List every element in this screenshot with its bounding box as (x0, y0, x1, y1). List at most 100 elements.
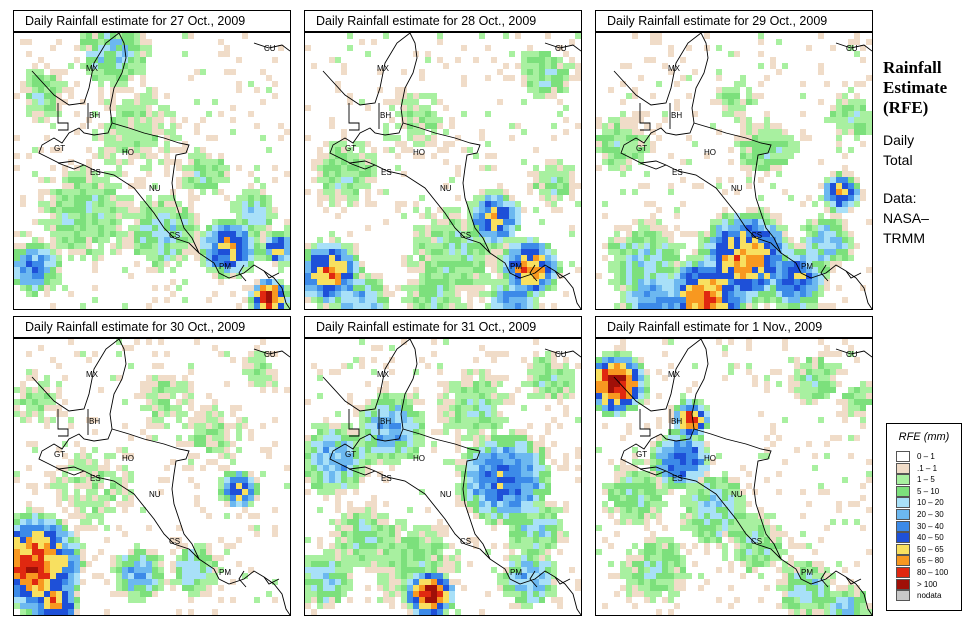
rainfall-cell (770, 297, 776, 303)
rainfall-cell (734, 273, 740, 279)
rainfall-cell (455, 243, 461, 249)
rainfall-cell (248, 429, 254, 435)
rainfall-cell (152, 87, 158, 93)
rainfall-cell (680, 273, 686, 279)
rainfall-cell (236, 87, 242, 93)
rainfall-cell (668, 261, 674, 267)
rainfall-cell (158, 423, 164, 429)
rainfall-cell (503, 237, 509, 243)
rainfall-cell (497, 435, 503, 441)
rainfall-cell (407, 303, 413, 309)
rainfall-cell (479, 255, 485, 261)
rainfall-cell (38, 555, 44, 561)
rainfall-cell (359, 159, 365, 165)
rainfall-cell (389, 555, 395, 561)
rainfall-cell (170, 213, 176, 219)
rainfall-cell (200, 177, 206, 183)
rainfall-cell (347, 159, 353, 165)
rainfall-cell (461, 369, 467, 375)
rainfall-cell (74, 501, 80, 507)
rainfall-cell (170, 255, 176, 261)
rainfall-cell (164, 297, 170, 303)
rainfall-cell (44, 273, 50, 279)
rainfall-cell (365, 567, 371, 573)
rainfall-cell (533, 87, 539, 93)
rainfall-cell (770, 135, 776, 141)
rainfall-cell (92, 573, 98, 579)
rainfall-cell (62, 195, 68, 201)
rainfall-cell (860, 45, 866, 51)
rainfall-cell (545, 189, 551, 195)
rainfall-cell (746, 147, 752, 153)
rainfall-cell (419, 249, 425, 255)
rainfall-cell (812, 297, 818, 303)
rainfall-cell (632, 111, 638, 117)
rainfall-cell (407, 411, 413, 417)
rainfall-cell (425, 561, 431, 567)
rainfall-cell (260, 231, 266, 237)
rainfall-cell (56, 603, 62, 609)
rainfall-cell (347, 423, 353, 429)
rainfall-cell (347, 297, 353, 303)
rainfall-cell (782, 189, 788, 195)
rainfall-cell (62, 609, 68, 615)
rainfall-cell (329, 267, 335, 273)
rainfall-cell (188, 207, 194, 213)
rainfall-cell (638, 249, 644, 255)
rainfall-cell (746, 183, 752, 189)
rainfall-cell (140, 231, 146, 237)
rainfall-cell (800, 267, 806, 273)
rainfall-cell (50, 189, 56, 195)
rainfall-cell (527, 567, 533, 573)
rainfall-cell (746, 99, 752, 105)
rainfall-cell (218, 189, 224, 195)
rainfall-cell (230, 69, 236, 75)
rainfall-cell (407, 531, 413, 537)
rainfall-cell (317, 423, 323, 429)
country-label-cs: CS (169, 231, 180, 240)
rainfall-cell (449, 243, 455, 249)
rainfall-cell (218, 159, 224, 165)
rainfall-cell (842, 81, 848, 87)
rainfall-cell (335, 213, 341, 219)
rainfall-cell (152, 243, 158, 249)
rainfall-cell (20, 273, 26, 279)
rainfall-cell (563, 75, 569, 81)
rainfall-cell (467, 213, 473, 219)
rainfall-cell (56, 567, 62, 573)
rainfall-cell (521, 501, 527, 507)
rainfall-cell (614, 261, 620, 267)
rainfall-cell (164, 405, 170, 411)
rainfall-cell (335, 501, 341, 507)
rainfall-cell (371, 405, 377, 411)
rainfall-cell (533, 387, 539, 393)
rainfall-cell (317, 279, 323, 285)
rainfall-cell (164, 111, 170, 117)
rainfall-cell (176, 567, 182, 573)
rainfall-cell (704, 279, 710, 285)
rainfall-cell (698, 267, 704, 273)
rainfall-cell (80, 243, 86, 249)
rainfall-cell (836, 213, 842, 219)
rainfall-cell (164, 171, 170, 177)
rainfall-cell (650, 303, 656, 309)
rainfall-cell (377, 573, 383, 579)
rainfall-cell (509, 519, 515, 525)
rainfall-cell (551, 579, 557, 585)
rainfall-cell (710, 123, 716, 129)
rainfall-cell (806, 291, 812, 297)
rainfall-cell (455, 579, 461, 585)
rainfall-cell (698, 303, 704, 309)
rainfall-cell (563, 411, 569, 417)
rainfall-cell (212, 225, 218, 231)
rainfall-cell (860, 99, 866, 105)
rainfall-cell (224, 543, 230, 549)
rainfall-cell (236, 405, 242, 411)
rainfall-cell (716, 285, 722, 291)
rainfall-cell (74, 459, 80, 465)
rainfall-cell (485, 273, 491, 279)
rainfall-cell (626, 261, 632, 267)
rainfall-cell (164, 165, 170, 171)
rainfall-cell (200, 507, 206, 513)
rainfall-cell (92, 111, 98, 117)
